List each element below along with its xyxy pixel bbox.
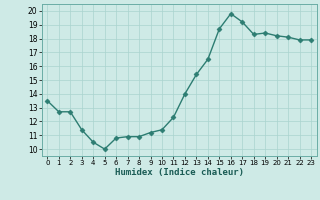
X-axis label: Humidex (Indice chaleur): Humidex (Indice chaleur) xyxy=(115,168,244,177)
